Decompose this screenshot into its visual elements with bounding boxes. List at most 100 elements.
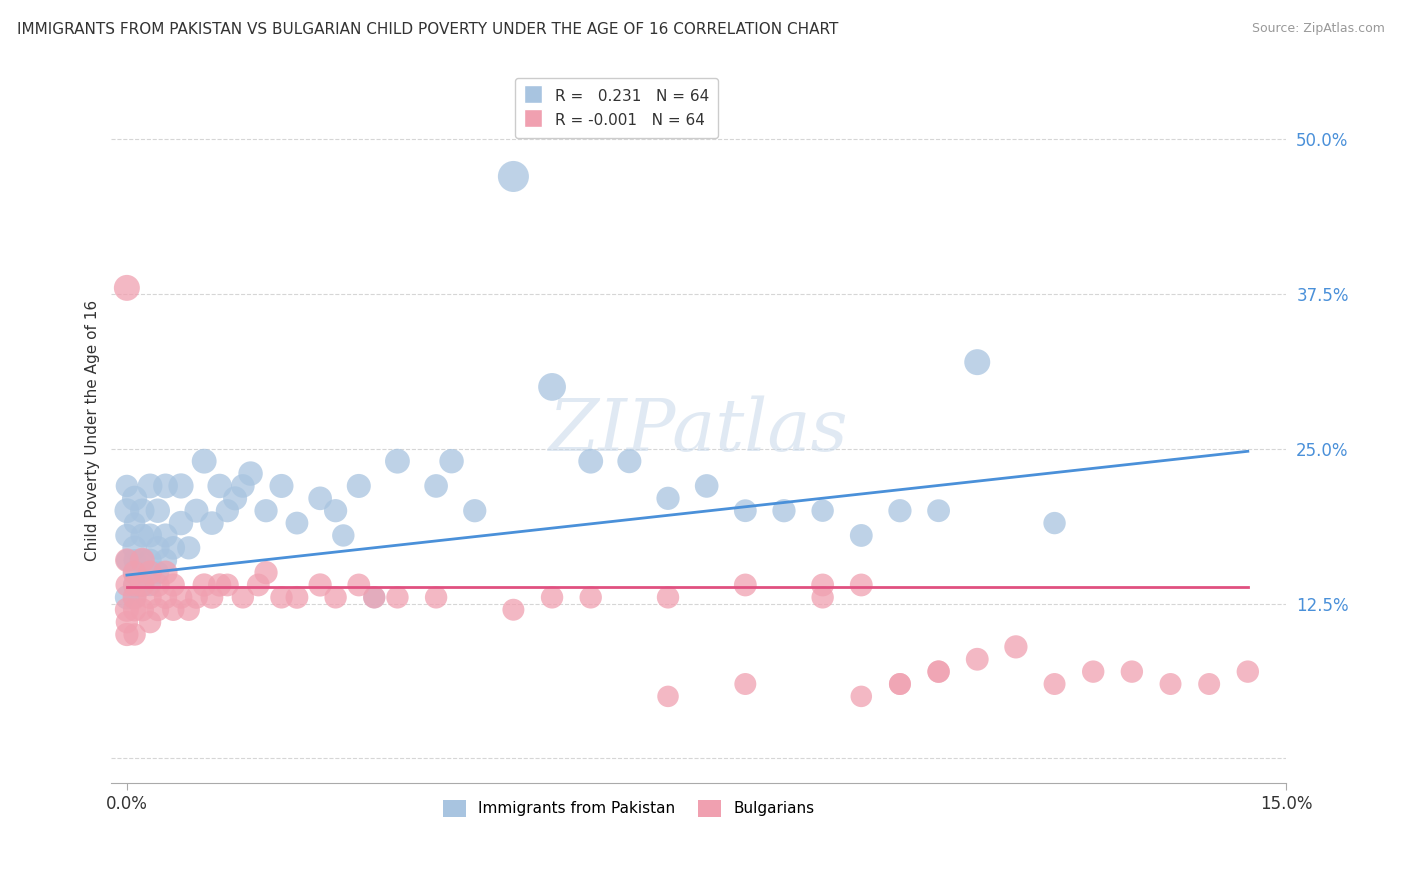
Point bbox=[201, 516, 224, 530]
Point bbox=[170, 591, 193, 605]
Point bbox=[217, 504, 239, 518]
Point bbox=[1121, 665, 1143, 679]
Point bbox=[115, 479, 138, 493]
Point bbox=[146, 541, 169, 555]
Point bbox=[425, 479, 447, 493]
Point bbox=[162, 603, 184, 617]
Point bbox=[232, 591, 254, 605]
Point bbox=[131, 504, 153, 518]
Point bbox=[131, 578, 153, 592]
Point bbox=[325, 591, 347, 605]
Point bbox=[131, 553, 153, 567]
Point bbox=[146, 504, 169, 518]
Point bbox=[208, 578, 231, 592]
Point bbox=[224, 491, 246, 506]
Point bbox=[115, 615, 138, 629]
Point bbox=[619, 454, 641, 468]
Point bbox=[115, 553, 138, 567]
Point bbox=[162, 541, 184, 555]
Point bbox=[131, 553, 153, 567]
Legend: Immigrants from Pakistan, Bulgarians: Immigrants from Pakistan, Bulgarians bbox=[434, 792, 821, 825]
Point bbox=[131, 578, 153, 592]
Point bbox=[139, 479, 162, 493]
Point bbox=[285, 591, 308, 605]
Point bbox=[347, 479, 370, 493]
Point bbox=[177, 603, 200, 617]
Point bbox=[579, 591, 602, 605]
Point bbox=[124, 553, 146, 567]
Point bbox=[131, 603, 153, 617]
Point bbox=[177, 541, 200, 555]
Point bbox=[247, 578, 270, 592]
Point bbox=[1236, 665, 1258, 679]
Point bbox=[851, 528, 873, 542]
Point bbox=[124, 516, 146, 530]
Point bbox=[139, 615, 162, 629]
Point bbox=[928, 665, 950, 679]
Point bbox=[124, 591, 146, 605]
Point bbox=[254, 504, 277, 518]
Point bbox=[186, 591, 208, 605]
Point bbox=[115, 504, 138, 518]
Point bbox=[155, 591, 177, 605]
Point bbox=[139, 553, 162, 567]
Point bbox=[186, 504, 208, 518]
Point bbox=[851, 690, 873, 704]
Point bbox=[155, 479, 177, 493]
Point bbox=[124, 491, 146, 506]
Point bbox=[124, 578, 146, 592]
Point bbox=[657, 591, 679, 605]
Point bbox=[170, 479, 193, 493]
Point bbox=[146, 566, 169, 580]
Point bbox=[541, 380, 564, 394]
Point bbox=[440, 454, 463, 468]
Point bbox=[270, 591, 292, 605]
Point bbox=[285, 516, 308, 530]
Point bbox=[387, 454, 409, 468]
Point bbox=[124, 578, 146, 592]
Point bbox=[115, 591, 138, 605]
Point bbox=[966, 652, 988, 666]
Point bbox=[1198, 677, 1220, 691]
Point bbox=[811, 578, 834, 592]
Point bbox=[124, 566, 146, 580]
Point bbox=[124, 541, 146, 555]
Point bbox=[363, 591, 385, 605]
Point bbox=[170, 516, 193, 530]
Text: ZIPatlas: ZIPatlas bbox=[550, 395, 849, 466]
Point bbox=[734, 578, 756, 592]
Point bbox=[124, 627, 146, 641]
Point bbox=[579, 454, 602, 468]
Point bbox=[254, 566, 277, 580]
Point bbox=[464, 504, 486, 518]
Point bbox=[541, 591, 564, 605]
Point bbox=[657, 491, 679, 506]
Point bbox=[239, 467, 262, 481]
Point bbox=[1005, 640, 1028, 654]
Text: Source: ZipAtlas.com: Source: ZipAtlas.com bbox=[1251, 22, 1385, 36]
Point bbox=[139, 566, 162, 580]
Point bbox=[139, 591, 162, 605]
Point bbox=[124, 603, 146, 617]
Point bbox=[502, 603, 524, 617]
Point bbox=[425, 591, 447, 605]
Point bbox=[1160, 677, 1182, 691]
Point bbox=[124, 566, 146, 580]
Point bbox=[502, 169, 524, 184]
Point bbox=[155, 553, 177, 567]
Text: IMMIGRANTS FROM PAKISTAN VS BULGARIAN CHILD POVERTY UNDER THE AGE OF 16 CORRELAT: IMMIGRANTS FROM PAKISTAN VS BULGARIAN CH… bbox=[17, 22, 838, 37]
Point bbox=[851, 578, 873, 592]
Point bbox=[115, 553, 138, 567]
Point bbox=[115, 578, 138, 592]
Point bbox=[208, 479, 231, 493]
Point bbox=[811, 504, 834, 518]
Point bbox=[270, 479, 292, 493]
Point bbox=[657, 690, 679, 704]
Point bbox=[363, 591, 385, 605]
Point bbox=[347, 578, 370, 592]
Point bbox=[124, 591, 146, 605]
Point bbox=[115, 627, 138, 641]
Point bbox=[217, 578, 239, 592]
Point bbox=[1043, 677, 1066, 691]
Point bbox=[139, 578, 162, 592]
